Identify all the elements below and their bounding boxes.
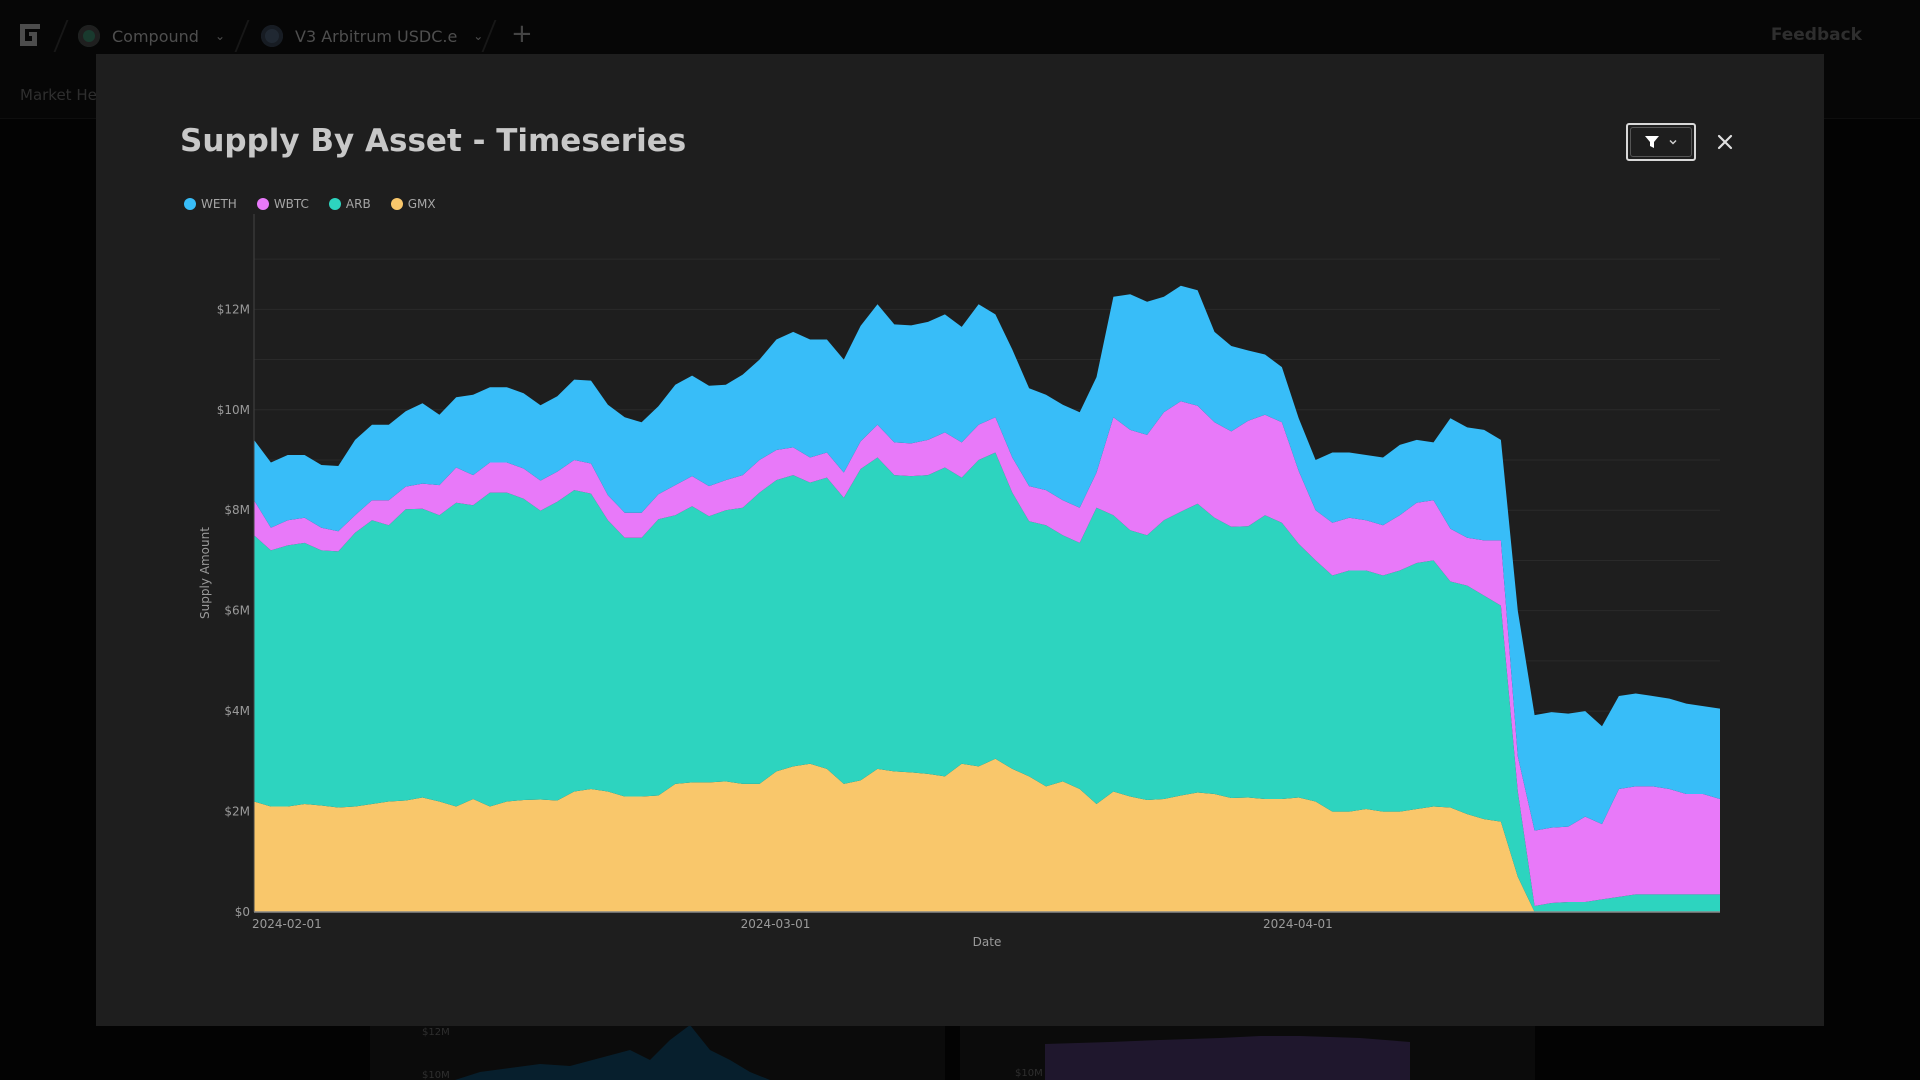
- background-chart: [1045, 1036, 1410, 1080]
- background-chart-area: [1045, 1036, 1410, 1080]
- legend-item-weth[interactable]: WETH: [184, 197, 237, 211]
- add-icon[interactable]: +: [511, 19, 533, 49]
- close-button[interactable]: [1712, 129, 1738, 155]
- legend-label: ARB: [345, 197, 371, 211]
- background-chart-card: $10M: [960, 1020, 1535, 1080]
- y-tick-label: $8M: [224, 503, 250, 517]
- y-tick-label: $6M: [224, 604, 250, 618]
- market-selector[interactable]: V3 Arbitrum USDC.e ⌄: [261, 24, 483, 48]
- legend-item-wbtc[interactable]: WBTC: [256, 197, 309, 211]
- background-tick-label: $12M: [422, 1027, 450, 1038]
- background-tick-label: $10M: [1015, 1068, 1043, 1079]
- legend-label: WBTC: [273, 197, 309, 211]
- area-series-wbtc[interactable]: [254, 401, 1720, 906]
- background-chart: [455, 1025, 770, 1080]
- legend-swatch: [256, 198, 269, 210]
- feedback-button[interactable]: Feedback: [1770, 25, 1862, 45]
- protocol-selector[interactable]: Compound ⌄: [78, 24, 225, 48]
- chevron-down-icon: ⌄: [473, 29, 484, 43]
- legend-swatch: [390, 198, 403, 210]
- background-chart-card: $12M $10M: [370, 1020, 945, 1080]
- x-tick-label: 2024-03-01: [741, 917, 811, 931]
- compound-logo-icon: [78, 25, 100, 47]
- area-series-gmx[interactable]: [254, 758, 1720, 912]
- legend-swatch: [328, 198, 341, 210]
- y-tick-label: $12M: [217, 302, 250, 316]
- area-series-weth[interactable]: [254, 285, 1720, 831]
- chevron-down-icon: ⌄: [214, 29, 225, 43]
- area-series-arb[interactable]: [254, 452, 1720, 913]
- chevron-down-icon: [1669, 139, 1677, 145]
- tab-market-health[interactable]: Market Hea: [20, 86, 107, 104]
- x-axis-title: Date: [973, 935, 1002, 949]
- filter-icon: [1645, 136, 1659, 148]
- y-tick-label: $0: [235, 905, 250, 919]
- filter-button[interactable]: [1626, 123, 1696, 161]
- y-tick-label: $10M: [217, 403, 250, 417]
- background-chart-area: [455, 1025, 770, 1080]
- y-tick-label: $4M: [224, 704, 250, 718]
- protocol-label: Compound: [112, 26, 199, 46]
- background-tick-label: $10M: [422, 1070, 450, 1080]
- legend-item-arb[interactable]: ARB: [328, 197, 371, 211]
- y-axis-title: Supply Amount: [198, 527, 212, 619]
- modal-title: Supply By Asset - Timeseries: [180, 123, 687, 159]
- legend-swatch: [184, 198, 196, 210]
- chart-modal: Supply By Asset - Timeseries WETH WBTC A…: [96, 54, 1824, 1026]
- legend-label: WETH: [201, 197, 237, 211]
- supply-timeseries-chart[interactable]: $0 $2M $4M $6M $8M $10M $12M 2024-02-01 2024-03-…: [96, 54, 1824, 1026]
- x-tick-label: 2024-02-01: [252, 917, 322, 931]
- legend-item-gmx[interactable]: GMX: [390, 197, 436, 211]
- x-tick-label: 2024-04-01: [1263, 917, 1333, 931]
- y-tick-label: $2M: [224, 805, 250, 819]
- app-logo-icon[interactable]: [18, 22, 42, 48]
- chart-legend: WETH WBTC ARB GMX: [184, 197, 436, 211]
- legend-label: GMX: [407, 197, 436, 211]
- close-icon: [1717, 134, 1733, 150]
- arbitrum-logo-icon: [261, 25, 283, 47]
- market-label: V3 Arbitrum USDC.e: [295, 26, 458, 46]
